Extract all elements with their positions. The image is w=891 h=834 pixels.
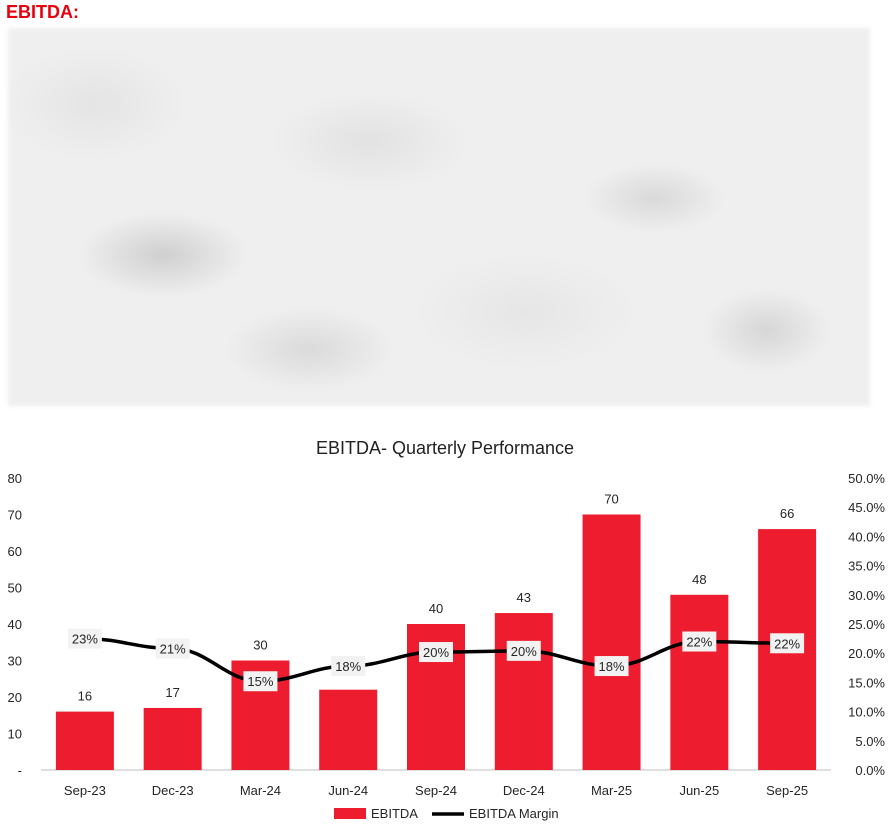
y-left-tick-label: 60: [8, 544, 22, 559]
y-right-tick-label: 20.0%: [848, 646, 885, 661]
y-left-tick-label: 50: [8, 581, 22, 596]
margin-data-label: 22%: [686, 635, 712, 650]
ebitda-bar: [582, 514, 641, 770]
legend-label-ebitda: EBITDA: [371, 806, 418, 821]
redacted-content-image: [8, 28, 870, 406]
y-left-tick-label: 20: [8, 690, 22, 705]
margin-data-label: 21%: [160, 642, 186, 657]
margin-data-label: 20%: [511, 644, 537, 659]
bar-data-label: 66: [780, 506, 794, 521]
x-tick-label: Jun-25: [679, 783, 719, 798]
y-left-tick-label: -: [18, 763, 22, 778]
margin-data-label: 23%: [72, 632, 98, 647]
x-tick-label: Dec-23: [152, 783, 194, 798]
bar-data-label: 30: [253, 638, 267, 653]
margin-label-box: [331, 656, 366, 677]
y-right-tick-label: 10.0%: [848, 705, 885, 720]
y-right-tick-label: 35.0%: [848, 559, 885, 574]
x-tick-label: Mar-24: [240, 783, 281, 798]
x-tick-label: Mar-25: [591, 783, 632, 798]
y-right-tick-label: 5.0%: [855, 734, 885, 749]
margin-label-box: [243, 671, 278, 692]
ebitda-bar: [670, 594, 729, 770]
y-right-tick-label: 45.0%: [848, 500, 885, 515]
margin-data-label: 20%: [423, 645, 449, 660]
margin-data-label: 15%: [247, 674, 273, 689]
y-left-tick-label: 30: [8, 654, 22, 669]
margin-label-box: [594, 656, 629, 677]
x-tick-label: Dec-24: [503, 783, 545, 798]
bar-data-label: 48: [692, 572, 706, 587]
legend-swatch-ebitda: [334, 808, 366, 819]
x-tick-label: Sep-25: [766, 783, 808, 798]
section-heading: EBITDA:: [6, 2, 79, 22]
bar-data-label: 16: [78, 689, 92, 704]
y-right-tick-label: 40.0%: [848, 529, 885, 544]
ebitda-bar: [55, 711, 114, 770]
margin-label-box: [770, 633, 805, 654]
ebitda-bar: [143, 707, 202, 770]
legend-label-margin: EBITDA Margin: [469, 806, 559, 821]
ebitda-chart: EBITDA- Quarterly Performance - 10 20 30 40 5…: [8, 438, 886, 821]
x-tick-label: Sep-24: [415, 783, 457, 798]
margin-label-box: [682, 631, 717, 652]
margin-label-box: [67, 628, 102, 649]
y-right-tick-label: 25.0%: [848, 617, 885, 632]
y-right-tick-label: 50.0%: [848, 471, 885, 486]
x-tick-label: Jun-24: [328, 783, 368, 798]
y-left-tick-label: 10: [8, 727, 22, 742]
margin-label-box: [419, 642, 453, 663]
margin-data-label: 18%: [599, 659, 625, 674]
bar-data-label: 43: [517, 590, 531, 605]
y-left-tick-label: 80: [8, 471, 22, 486]
ebitda-bar: [494, 613, 553, 770]
y-right-tick-label: 15.0%: [848, 675, 885, 690]
margin-data-label: 18%: [335, 659, 361, 674]
margin-label-box: [155, 638, 190, 659]
bar-data-label: 40: [429, 601, 443, 616]
chart-title: EBITDA- Quarterly Performance: [316, 438, 574, 458]
bar-data-label: 70: [604, 492, 618, 507]
x-tick-label: Sep-23: [64, 783, 106, 798]
y-right-tick-label: 0.0%: [855, 763, 885, 778]
margin-label-box: [506, 640, 541, 661]
y-left-tick-label: 70: [8, 508, 22, 523]
y-right-tick-label: 30.0%: [848, 588, 885, 603]
margin-data-label: 22%: [774, 636, 800, 651]
bar-data-label: 17: [165, 685, 179, 700]
ebitda-bar: [319, 689, 378, 770]
y-left-tick-label: 40: [8, 617, 22, 632]
